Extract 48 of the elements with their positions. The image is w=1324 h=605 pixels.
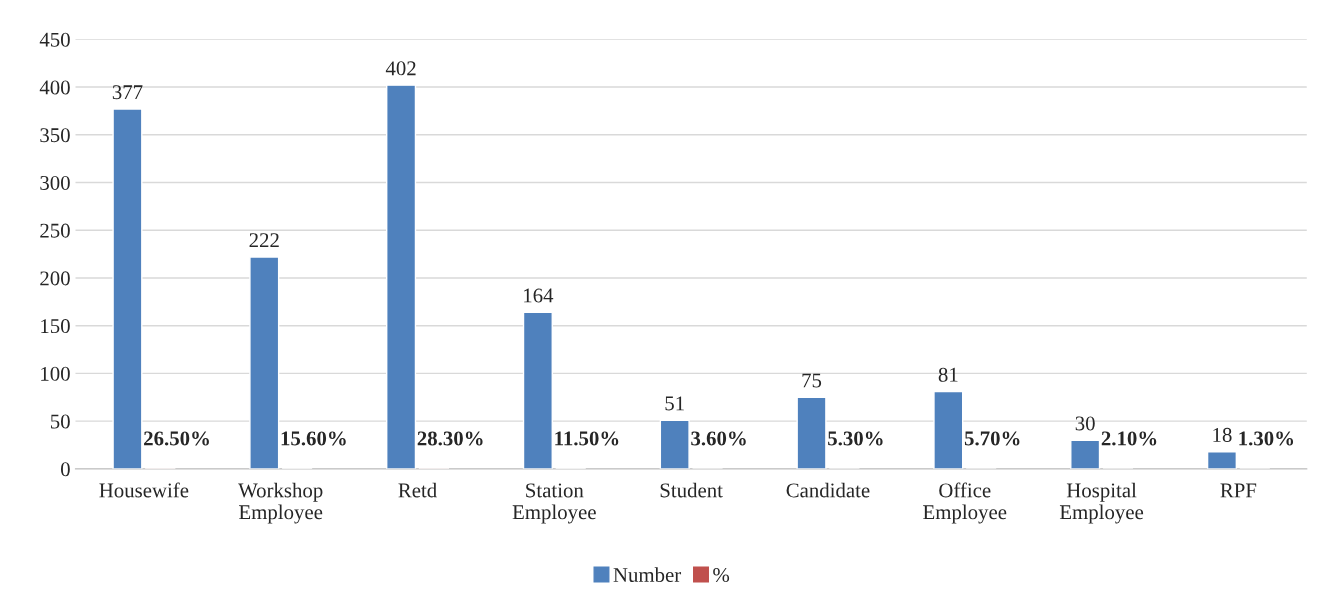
x-tick-label: Hospital Employee xyxy=(1059,482,1144,524)
data-label: 5.30% xyxy=(828,431,883,446)
data-label: 18 xyxy=(1213,427,1232,442)
data-label: 1.30% xyxy=(1239,431,1294,446)
y-tick-label: 100 xyxy=(41,366,70,381)
data-label: 164 xyxy=(524,288,554,303)
x-tick-label: RPF xyxy=(1220,483,1257,498)
y-tick-label: 300 xyxy=(40,175,70,190)
bar xyxy=(796,396,827,469)
x-tick-label: Candidate xyxy=(786,482,870,498)
y-tick-label: 350 xyxy=(40,128,70,143)
bar xyxy=(1206,450,1238,469)
data-label: 222 xyxy=(249,233,279,247)
y-tick-label: 0 xyxy=(60,462,70,477)
bar xyxy=(1070,439,1101,469)
y-tick-label: 400 xyxy=(39,80,70,95)
data-label: 377 xyxy=(112,85,143,100)
data-label: 15.60% xyxy=(281,431,346,446)
data-label: 28.30% xyxy=(417,431,483,446)
bar xyxy=(933,390,964,469)
legend-label: Number xyxy=(613,567,682,583)
y-tick-label: 150 xyxy=(41,319,70,334)
x-tick-label: Retd xyxy=(398,482,437,498)
x-tick-label: Housewife xyxy=(99,482,189,498)
legend-label: % xyxy=(713,567,730,583)
y-tick-label: 450 xyxy=(39,32,70,47)
bar xyxy=(386,84,417,469)
data-label: 3.60% xyxy=(691,431,746,446)
data-label: 11.50% xyxy=(555,431,619,446)
x-tick-label: Station Employee xyxy=(512,483,596,524)
data-label: 5.70% xyxy=(964,431,1020,446)
x-tick-label: Workshop Employee xyxy=(238,482,323,524)
data-label: 2.10% xyxy=(1101,431,1157,446)
data-label: 30 xyxy=(1075,416,1095,431)
y-tick-label: 200 xyxy=(40,271,70,286)
data-label: 26.50% xyxy=(144,431,209,446)
x-tick-label: Office Employee xyxy=(923,482,1007,524)
bar xyxy=(659,419,690,469)
bar xyxy=(112,108,143,469)
x-tick-label: Student xyxy=(660,482,723,498)
data-label: 81 xyxy=(938,367,958,382)
bar xyxy=(249,256,280,469)
data-label: 75 xyxy=(802,373,822,388)
y-tick-label: 50 xyxy=(50,414,70,429)
bar xyxy=(522,311,553,469)
data-label: 51 xyxy=(665,396,684,411)
y-tick-label: 250 xyxy=(40,223,70,238)
data-label: 402 xyxy=(385,61,416,76)
